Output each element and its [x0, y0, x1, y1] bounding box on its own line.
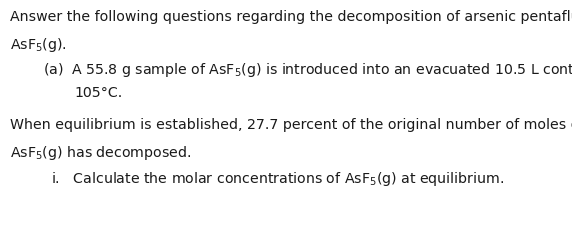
Text: AsF$_5$(g) has decomposed.: AsF$_5$(g) has decomposed.: [10, 143, 192, 161]
Text: 105°C.: 105°C.: [74, 85, 122, 99]
Text: Answer the following questions regarding the decomposition of arsenic pentafluor: Answer the following questions regarding…: [10, 10, 572, 24]
Text: AsF$_5$(g).: AsF$_5$(g).: [10, 36, 67, 54]
Text: When equilibrium is established, 27.7 percent of the original number of moles of: When equilibrium is established, 27.7 pe…: [10, 118, 572, 132]
Text: (a)  A 55.8 g sample of AsF$_5$(g) is introduced into an evacuated 10.5 L contai: (a) A 55.8 g sample of AsF$_5$(g) is int…: [43, 61, 572, 79]
Text: i.   Calculate the molar concentrations of AsF$_5$(g) at equilibrium.: i. Calculate the molar concentrations of…: [51, 169, 505, 187]
